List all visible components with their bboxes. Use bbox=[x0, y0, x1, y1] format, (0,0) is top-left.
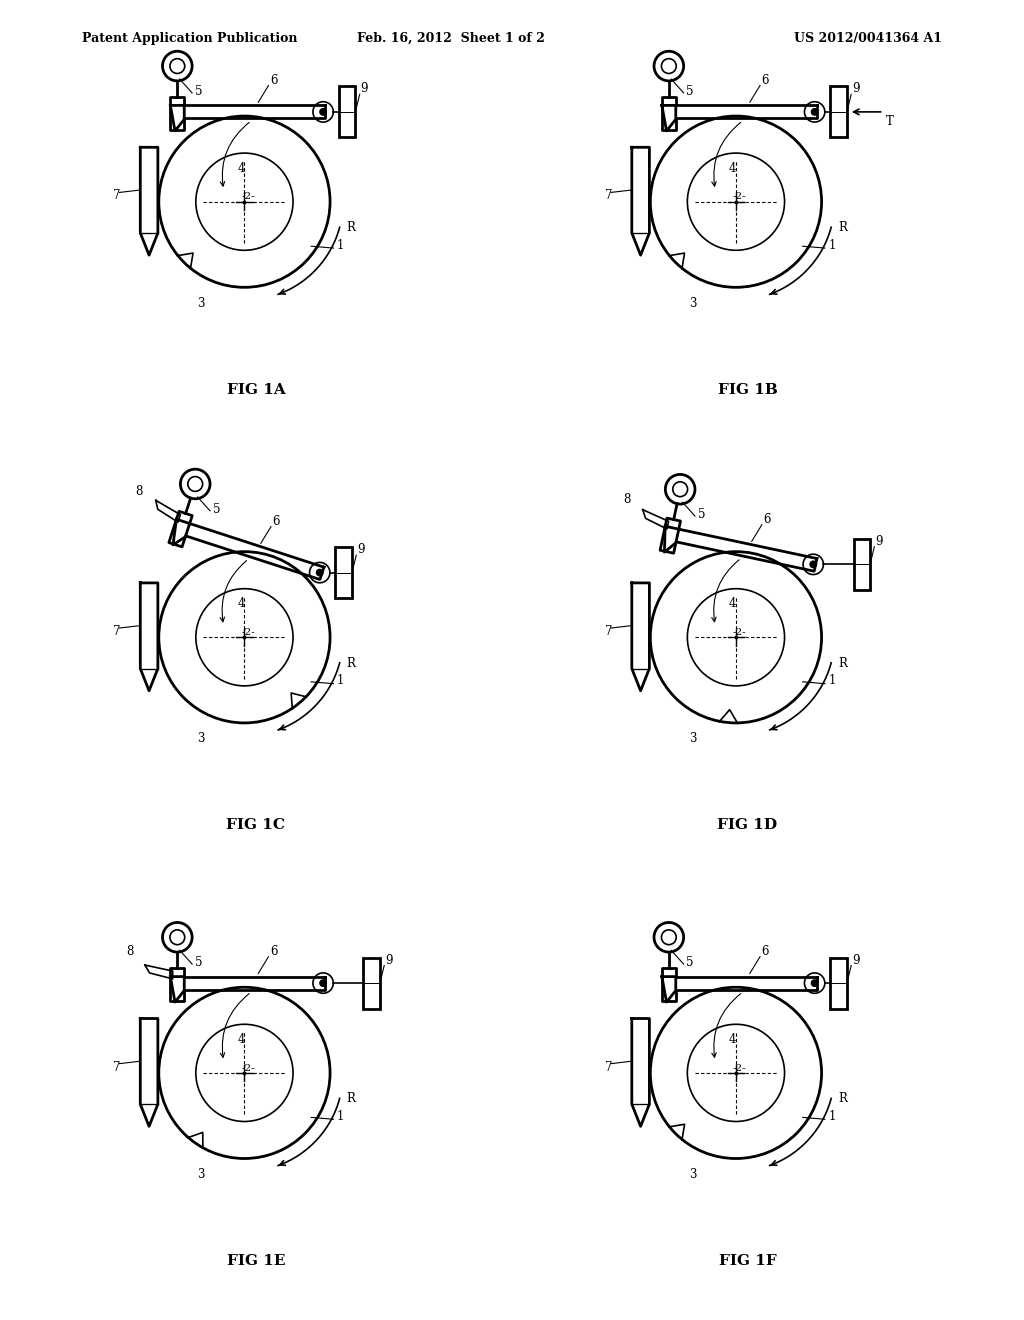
Text: FIG 1E: FIG 1E bbox=[226, 1254, 286, 1269]
Text: 1: 1 bbox=[337, 1110, 344, 1123]
Bar bbox=[830, 957, 847, 1008]
Text: R: R bbox=[838, 220, 847, 234]
Text: 4: 4 bbox=[729, 161, 736, 174]
Text: 6: 6 bbox=[272, 515, 280, 528]
Text: 1: 1 bbox=[828, 239, 836, 252]
Text: -2-: -2- bbox=[733, 628, 746, 638]
Text: R: R bbox=[346, 220, 355, 234]
Text: R: R bbox=[838, 1092, 847, 1105]
Text: 4: 4 bbox=[238, 1032, 245, 1045]
Text: 3: 3 bbox=[198, 733, 205, 746]
Text: R: R bbox=[838, 656, 847, 669]
Text: 9: 9 bbox=[360, 82, 368, 95]
Text: 9: 9 bbox=[876, 535, 883, 548]
Text: 3: 3 bbox=[689, 297, 696, 310]
Text: US 2012/0041364 A1: US 2012/0041364 A1 bbox=[794, 32, 942, 45]
Text: 9: 9 bbox=[357, 543, 365, 556]
Text: -2-: -2- bbox=[242, 1064, 255, 1073]
Text: 3: 3 bbox=[689, 733, 696, 746]
Text: 7: 7 bbox=[605, 189, 612, 202]
Circle shape bbox=[319, 108, 327, 115]
Text: 6: 6 bbox=[763, 513, 771, 525]
Text: 4: 4 bbox=[238, 161, 245, 174]
Text: FIG 1C: FIG 1C bbox=[226, 818, 286, 833]
Text: Patent Application Publication: Patent Application Publication bbox=[82, 32, 297, 45]
Text: FIG 1B: FIG 1B bbox=[718, 383, 777, 397]
Text: -2-: -2- bbox=[733, 193, 746, 202]
Text: FIG 1F: FIG 1F bbox=[719, 1254, 776, 1269]
Text: 3: 3 bbox=[198, 1168, 205, 1181]
Text: 7: 7 bbox=[114, 1060, 121, 1073]
Text: 1: 1 bbox=[337, 239, 344, 252]
Text: 5: 5 bbox=[697, 508, 706, 521]
Text: 7: 7 bbox=[605, 1060, 612, 1073]
Text: T: T bbox=[886, 115, 894, 128]
Circle shape bbox=[319, 979, 327, 986]
Bar bbox=[830, 86, 847, 137]
Text: 5: 5 bbox=[195, 956, 203, 969]
Text: -2-: -2- bbox=[242, 193, 255, 202]
Text: 8: 8 bbox=[126, 945, 134, 958]
Text: 4: 4 bbox=[238, 597, 245, 610]
Bar bbox=[364, 957, 380, 1008]
Text: 4: 4 bbox=[729, 1032, 736, 1045]
Text: 7: 7 bbox=[605, 624, 612, 638]
Circle shape bbox=[316, 569, 323, 576]
Text: 9: 9 bbox=[385, 953, 392, 966]
Text: -2-: -2- bbox=[733, 1064, 746, 1073]
Bar bbox=[339, 86, 355, 137]
Text: 3: 3 bbox=[689, 1168, 696, 1181]
Circle shape bbox=[811, 979, 818, 986]
Text: 6: 6 bbox=[762, 74, 769, 87]
Text: R: R bbox=[346, 656, 355, 669]
Text: 1: 1 bbox=[337, 675, 344, 688]
Text: 7: 7 bbox=[114, 189, 121, 202]
Text: 8: 8 bbox=[624, 492, 631, 506]
Text: R: R bbox=[346, 1092, 355, 1105]
Text: 5: 5 bbox=[195, 84, 203, 98]
Text: 9: 9 bbox=[852, 82, 859, 95]
Text: 6: 6 bbox=[270, 74, 278, 87]
Circle shape bbox=[810, 561, 816, 568]
Text: 4: 4 bbox=[729, 597, 736, 610]
Text: 5: 5 bbox=[686, 84, 694, 98]
Text: 9: 9 bbox=[852, 953, 859, 966]
Text: 1: 1 bbox=[828, 675, 836, 688]
Text: FIG 1A: FIG 1A bbox=[226, 383, 286, 397]
Text: 7: 7 bbox=[114, 624, 121, 638]
Bar bbox=[854, 539, 869, 590]
Text: 3: 3 bbox=[198, 297, 205, 310]
Text: 6: 6 bbox=[762, 945, 769, 958]
Text: 5: 5 bbox=[686, 956, 694, 969]
Text: 1: 1 bbox=[828, 1110, 836, 1123]
Text: FIG 1D: FIG 1D bbox=[718, 818, 777, 833]
Text: 6: 6 bbox=[270, 945, 278, 958]
Text: 5: 5 bbox=[213, 503, 220, 516]
Circle shape bbox=[811, 108, 818, 115]
Text: Feb. 16, 2012  Sheet 1 of 2: Feb. 16, 2012 Sheet 1 of 2 bbox=[356, 32, 545, 45]
Text: -2-: -2- bbox=[242, 628, 255, 638]
Text: 8: 8 bbox=[135, 484, 143, 498]
Bar bbox=[336, 548, 351, 598]
